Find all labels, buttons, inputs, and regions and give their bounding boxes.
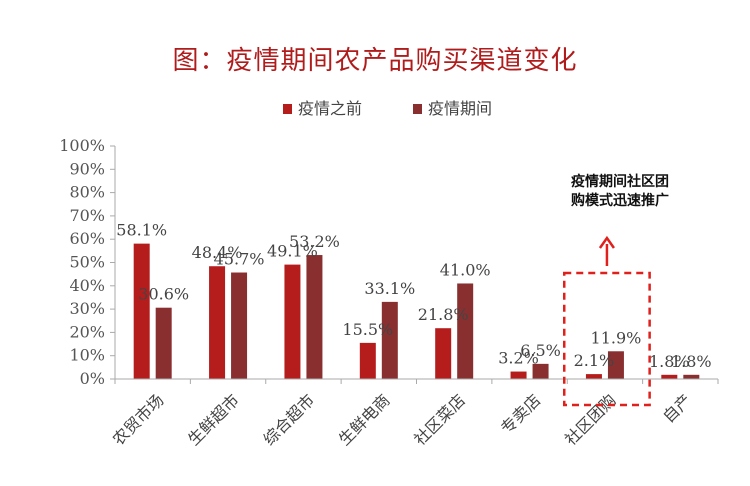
bar-before <box>661 374 678 379</box>
x-category-label: 自产 <box>659 390 695 426</box>
y-tick-label: 20% <box>69 322 105 341</box>
annotation-text: 疫情期间社区团 <box>571 173 669 190</box>
data-label: 30.6% <box>138 285 189 304</box>
y-tick-label: 80% <box>69 183 105 202</box>
bar-during <box>306 255 323 379</box>
x-category-label: 社区团购 <box>561 390 620 449</box>
bar-during <box>607 351 624 379</box>
bar-during <box>532 363 549 379</box>
chart-title: 图：疫情期间农产品购买渠道变化 <box>172 46 578 76</box>
data-label: 11.9% <box>591 328 642 347</box>
x-category-label: 社区菜店 <box>410 390 469 449</box>
x-category-label: 综合超市 <box>260 390 319 449</box>
data-label: 58.1% <box>116 221 167 240</box>
y-tick-label: 40% <box>69 276 105 295</box>
legend: 疫情之前 疫情期间 <box>283 99 492 118</box>
legend-swatch <box>413 104 422 114</box>
data-label: 1.8% <box>671 352 712 371</box>
bar-during <box>683 374 700 379</box>
legend-swatch <box>283 104 292 114</box>
bar-before <box>209 266 226 379</box>
data-label: 1.8% <box>649 352 690 371</box>
y-tick-label: 10% <box>69 346 105 365</box>
bar-during <box>155 307 172 379</box>
y-tick-label: 100% <box>59 136 105 155</box>
bar-before <box>585 374 602 379</box>
data-label: 2.1% <box>574 351 615 370</box>
bar-before <box>510 371 527 379</box>
y-tick-label: 0% <box>80 369 105 388</box>
x-category-label: 农贸市场 <box>109 390 168 449</box>
x-category-label: 专卖店 <box>497 390 544 437</box>
highlight-box <box>563 271 651 407</box>
bar-before <box>133 243 150 379</box>
bar-during <box>381 301 398 379</box>
data-label: 49.1% <box>267 242 318 261</box>
data-label: 15.5% <box>342 320 393 339</box>
data-label: 41.0% <box>440 260 491 279</box>
annotation-text: 购模式迅速推广 <box>571 192 669 209</box>
y-axis: 0% 10% 20% 30% 40% 50% 60% 70% 80% 90% 100% <box>59 136 116 388</box>
bar-during <box>231 272 248 379</box>
legend-label: 疫情期间 <box>428 99 492 118</box>
data-label: 45.7% <box>214 250 265 269</box>
arrow-up-icon <box>598 235 615 249</box>
data-label: 6.5% <box>520 341 561 360</box>
bar-before <box>284 264 301 379</box>
data-label: 21.8% <box>418 305 469 324</box>
bar-before <box>359 342 376 379</box>
y-tick-label: 70% <box>69 206 105 225</box>
x-category-label: 生鲜超市 <box>184 390 243 449</box>
data-label: 3.2% <box>498 349 539 368</box>
legend-label: 疫情之前 <box>298 99 362 118</box>
y-tick-label: 50% <box>69 253 105 272</box>
y-tick-label: 60% <box>69 229 105 248</box>
data-label: 33.1% <box>364 279 415 298</box>
data-labels: 58.1% 30.6% 48.4%45.7% 49.1%53.2% 15.5% 33.1%… <box>116 221 711 371</box>
y-tick-label: 90% <box>69 159 105 178</box>
data-label: 53.2% <box>289 232 340 251</box>
bar-during <box>457 283 474 379</box>
y-tick-label: 30% <box>69 299 105 318</box>
data-label: 48.4% <box>192 243 243 262</box>
bar-before <box>435 328 452 379</box>
x-category-label: 生鲜电商 <box>335 390 394 449</box>
bars <box>133 243 700 379</box>
x-axis: 农贸市场 生鲜超市 综合超市 生鲜电商 社区菜店 专卖店 社区团购 自产 <box>109 378 719 449</box>
